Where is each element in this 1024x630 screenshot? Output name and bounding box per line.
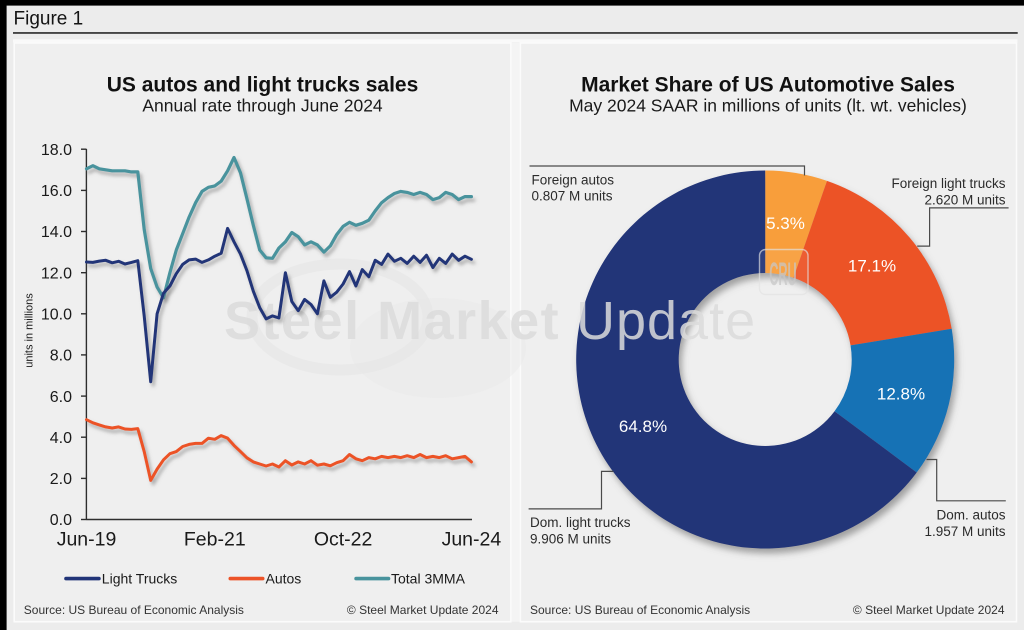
svg-text:Source: US Bureau of Economic: Source: US Bureau of Economic Analysis [530, 603, 750, 617]
svg-text:0.0: 0.0 [50, 512, 72, 529]
svg-text:Oct-22: Oct-22 [314, 529, 373, 551]
svg-text:Dom. light trucks: Dom. light trucks [530, 515, 631, 530]
svg-text:Foreign light trucks: Foreign light trucks [891, 176, 1005, 191]
svg-text:14.0: 14.0 [41, 224, 72, 241]
svg-text:Jun-19: Jun-19 [57, 529, 117, 551]
svg-text:12.0: 12.0 [41, 265, 72, 282]
svg-text:4.0: 4.0 [50, 430, 72, 447]
svg-text:5.3%: 5.3% [766, 214, 805, 233]
svg-text:10.0: 10.0 [41, 307, 72, 324]
svg-text:CRU: CRU [769, 256, 797, 292]
svg-text:units in millions: units in millions [24, 293, 36, 368]
svg-text:© Steel Market Update 2024: © Steel Market Update 2024 [347, 603, 499, 617]
svg-text:Figure 1: Figure 1 [14, 9, 84, 30]
svg-text:Autos: Autos [266, 571, 302, 587]
svg-text:1.957 M units: 1.957 M units [924, 524, 1005, 539]
svg-text:12.8%: 12.8% [877, 385, 925, 404]
svg-text:Source: US Bureau of Economic: Source: US Bureau of Economic Analysis [24, 603, 244, 617]
svg-text:© Steel Market Update 2024: © Steel Market Update 2024 [853, 603, 1005, 617]
svg-text:6.0: 6.0 [50, 389, 72, 406]
svg-text:Annual rate through June 2024: Annual rate through June 2024 [142, 95, 383, 115]
svg-text:2.0: 2.0 [50, 471, 72, 488]
svg-text:Market Share of US Automotive: Market Share of US Automotive Sales [581, 74, 955, 97]
svg-text:2.620 M units: 2.620 M units [924, 193, 1005, 208]
svg-text:0.807 M units: 0.807 M units [532, 189, 613, 204]
svg-text:Update: Update [576, 291, 756, 351]
svg-text:Jun-24: Jun-24 [442, 529, 502, 551]
svg-text:Steel Market: Steel Market [224, 291, 560, 351]
svg-text:Foreign autos: Foreign autos [532, 173, 615, 188]
svg-text:Light Trucks: Light Trucks [102, 571, 177, 587]
svg-text:US autos and light trucks sale: US autos and light trucks sales [107, 74, 419, 97]
svg-text:8.0: 8.0 [50, 348, 72, 365]
svg-text:17.1%: 17.1% [848, 257, 896, 276]
svg-text:Total 3MMA: Total 3MMA [391, 571, 466, 587]
svg-text:May 2024 SAAR in millions of u: May 2024 SAAR in millions of units (lt. … [569, 95, 967, 115]
svg-text:18.0: 18.0 [41, 142, 72, 159]
svg-text:64.8%: 64.8% [619, 417, 667, 436]
svg-text:Feb-21: Feb-21 [184, 529, 246, 551]
svg-text:9.906 M units: 9.906 M units [530, 532, 611, 547]
svg-text:16.0: 16.0 [41, 183, 72, 200]
svg-text:Dom. autos: Dom. autos [936, 508, 1005, 523]
